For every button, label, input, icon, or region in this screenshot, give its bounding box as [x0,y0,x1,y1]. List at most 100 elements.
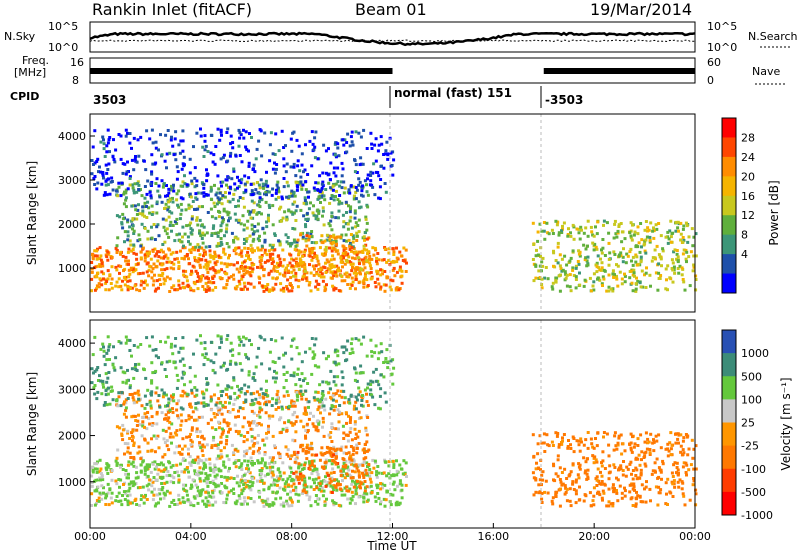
power-cell [592,288,596,292]
power-cell [199,134,203,138]
velocity-cell [131,429,135,433]
power-cell [96,157,100,161]
power-cell [364,255,368,259]
power-cell [193,176,197,180]
power-cell [359,267,363,271]
velocity-cell [143,394,147,398]
velocity-cell [166,404,169,408]
velocity-cell [145,484,149,488]
velocity-cell [594,458,598,462]
velocity-cell [171,352,175,356]
velocity-cell [198,430,202,434]
power-cell [600,282,604,286]
velocity-cell [245,449,249,453]
power-cell [612,236,616,240]
power-cell [304,143,307,147]
power-cell [619,251,623,255]
power-cell [359,205,363,209]
velocity-cell [391,493,395,497]
power-cell [227,219,230,223]
velocity-cell [90,481,94,485]
power-cell [251,193,255,196]
power-cell [232,273,235,277]
velocity-cell [199,446,203,450]
power-cell [223,191,227,194]
power-cell [691,269,695,273]
power-cell [119,252,122,256]
power-cell [225,223,229,227]
power-cell [368,264,372,268]
power-cell [162,282,166,286]
power-cell [365,221,369,225]
power-cell [362,281,366,285]
power-cell [354,225,358,229]
power-cell [217,254,221,258]
velocity-cell [251,376,255,380]
power-cell [345,141,349,144]
velocity-cell [187,470,190,474]
power-cell [569,256,573,260]
velocity-cell [180,452,184,456]
velocity-cell [377,406,381,410]
power-cell [100,262,104,265]
velocity-cell [216,383,220,387]
velocity-cell [395,473,399,477]
velocity-cell [332,447,336,451]
velocity-cell [181,458,185,462]
power-cell [108,273,112,277]
power-cell [342,220,346,224]
velocity-cell [155,412,159,416]
velocity-cell [185,493,189,497]
power-cell [202,254,205,258]
velocity-cell [304,429,308,433]
power-cell [659,234,663,238]
velocity-cell [286,393,290,397]
power-cell [155,177,159,181]
power-cell [659,274,663,277]
velocity-cell [314,477,318,481]
velocity-cell [121,438,125,442]
velocity-cell [306,450,310,454]
velocity-cell [267,462,271,466]
velocity-cell [160,388,164,392]
power-cell [107,288,111,292]
velocity-cell [141,420,145,424]
velocity-cell [179,462,182,466]
power-cell [156,189,160,193]
velocity-cell [114,479,118,483]
power-cell [332,233,336,237]
velocity-cell [358,485,362,488]
velocity-cell [294,457,298,461]
velocity-cell [289,466,293,470]
power-cell [106,183,110,187]
power-cell [339,256,343,260]
velocity-cell [100,497,104,501]
velocity-cell [242,502,245,506]
velocity-cell [284,379,288,382]
velocity-cell [127,460,131,464]
power-cell [220,216,224,220]
velocity-cell [236,396,239,400]
velocity-cell [266,427,270,431]
velocity-cell [140,494,144,498]
velocity-cell [171,410,175,414]
velocity-cell [328,435,332,439]
power-cell [574,286,578,290]
power-cell [187,257,190,261]
power-cell [240,254,244,258]
power-cell [376,149,380,153]
velocity-cell [596,431,600,435]
velocity-cell [90,474,94,478]
power-cell [657,271,661,275]
power-cell [295,264,299,268]
power-cell [270,193,274,197]
power-cell [108,150,111,154]
velocity-cell [112,366,116,370]
power-cell [312,204,315,208]
power-cell [318,246,322,250]
velocity-cell [244,485,248,489]
power-cell [252,209,256,213]
power-cell [199,234,203,238]
power-cell [658,255,662,259]
power-cell [163,268,167,272]
